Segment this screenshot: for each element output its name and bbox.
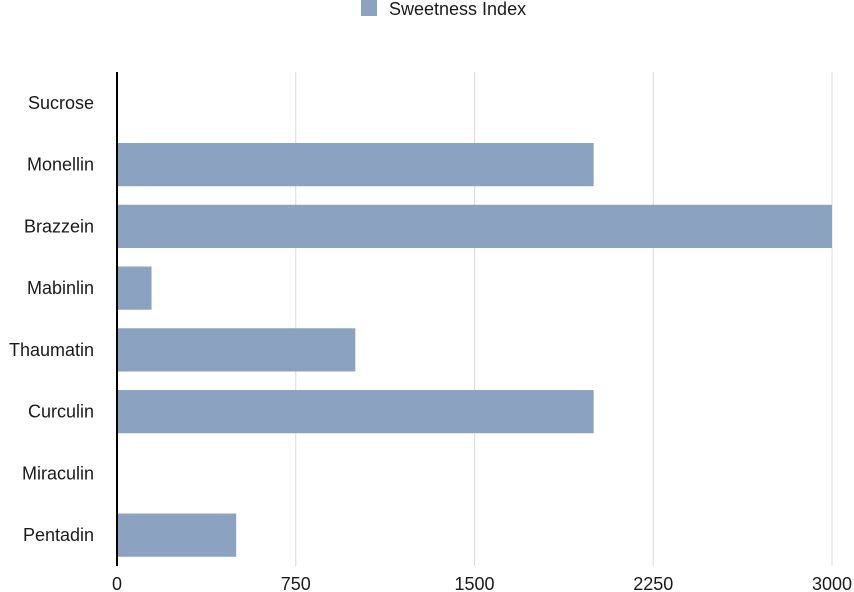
category-label: Mabinlin bbox=[27, 278, 94, 298]
bar bbox=[117, 204, 832, 248]
category-label: Pentadin bbox=[23, 525, 94, 545]
category-label: Sucrose bbox=[28, 93, 94, 113]
x-tick-label: 3000 bbox=[812, 574, 852, 592]
x-tick-label: 750 bbox=[281, 574, 311, 592]
category-label: Brazzein bbox=[24, 216, 94, 236]
bar bbox=[117, 266, 152, 310]
bar bbox=[117, 390, 594, 434]
category-label: Monellin bbox=[27, 155, 94, 175]
x-tick-label: 1500 bbox=[454, 574, 494, 592]
legend: Sweetness Index bbox=[361, 0, 526, 19]
category-label: Curculin bbox=[28, 402, 94, 422]
category-label: Thaumatin bbox=[9, 340, 94, 360]
legend-swatch bbox=[361, 0, 377, 16]
bar bbox=[117, 513, 237, 557]
bars bbox=[117, 81, 832, 557]
category-labels: Sucrose Monellin Brazzein Mabinlin Thaumatin… bbox=[9, 93, 94, 545]
legend-label: Sweetness Index bbox=[389, 0, 526, 19]
bar bbox=[117, 143, 594, 187]
x-tick-label: 2250 bbox=[633, 574, 673, 592]
bar bbox=[117, 328, 356, 372]
x-tick-label: 0 bbox=[112, 574, 122, 592]
x-tick-labels: 0 750 1500 2250 3000 bbox=[112, 574, 852, 592]
category-label: Miraculin bbox=[22, 463, 94, 483]
